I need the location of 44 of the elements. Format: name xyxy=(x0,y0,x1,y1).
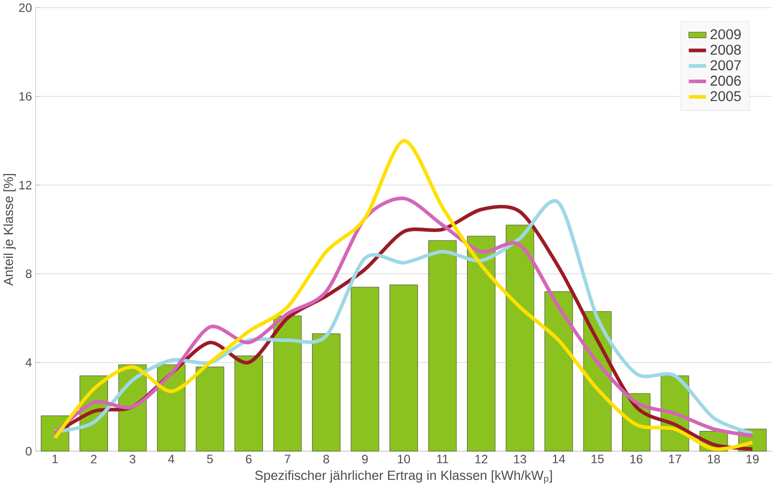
bar xyxy=(428,240,457,452)
x-tick-label: 9 xyxy=(362,454,368,464)
bar xyxy=(312,333,340,452)
x-tick-label: 5 xyxy=(207,454,213,464)
x-tick-label: 8 xyxy=(323,454,330,464)
bar xyxy=(467,236,496,452)
x-tick-label: 2 xyxy=(90,454,97,464)
y-tick-label: 12 xyxy=(19,180,32,190)
bar xyxy=(157,364,186,452)
bar xyxy=(196,366,224,452)
x-tick-label: 16 xyxy=(630,454,642,464)
bar xyxy=(350,286,380,452)
legend-label: 2008 xyxy=(710,44,741,55)
x-tick-label: 10 xyxy=(398,454,410,464)
legend-label: 2006 xyxy=(710,76,741,86)
legend-label: 2005 xyxy=(710,91,741,102)
bar xyxy=(544,291,573,452)
bar xyxy=(390,284,418,452)
x-tick-label: 4 xyxy=(168,454,174,464)
x-tick-label: 1 xyxy=(52,454,58,464)
y-tick-label: 16 xyxy=(19,92,32,101)
x-tick-label: 19 xyxy=(746,454,759,464)
x-tick-label: 18 xyxy=(708,454,720,464)
bar xyxy=(506,224,534,452)
x-tick-label: 17 xyxy=(669,454,682,464)
y-tick-label: 4 xyxy=(26,358,32,367)
y-axis-title: Anteil je Klasse [%] xyxy=(3,174,16,286)
x-tick-label: 3 xyxy=(130,454,136,464)
y-tick-label: 20 xyxy=(19,3,32,12)
x-tick-label: 7 xyxy=(284,454,290,464)
x-tick-label: 15 xyxy=(592,454,604,464)
x-tick-label: 12 xyxy=(475,454,488,464)
line-series xyxy=(53,138,754,451)
y-tick-label: 8 xyxy=(26,270,32,278)
y-tick-label: 0 xyxy=(26,446,32,456)
x-tick-label: 13 xyxy=(514,454,526,464)
bar xyxy=(234,356,263,452)
bar xyxy=(273,316,302,452)
x-axis-title: Spezifischer jährlicher Ertrag in Klassen [kWh/kW$_{p}$] xyxy=(255,470,552,484)
legend-label: 2007 xyxy=(710,60,741,70)
x-tick-label: 6 xyxy=(246,454,252,464)
x-tick-label: 11 xyxy=(437,454,448,464)
x-tick-label: 14 xyxy=(552,454,566,464)
legend-label: 2009 xyxy=(710,29,741,40)
